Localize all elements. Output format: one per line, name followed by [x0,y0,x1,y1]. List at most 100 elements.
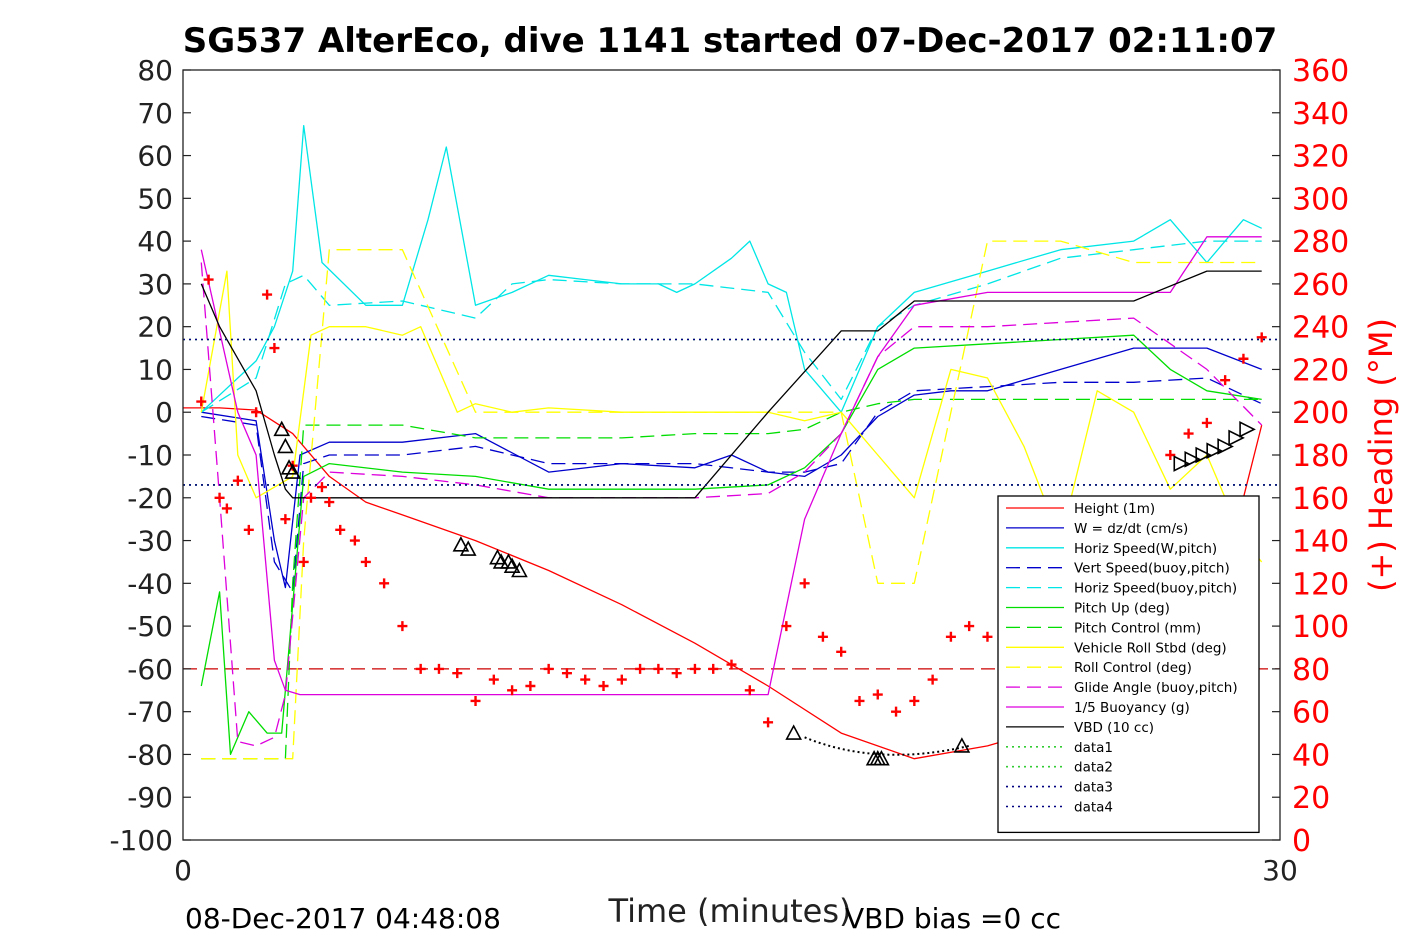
left-tick-label: -100 [109,824,173,857]
dive-marker-triangle [511,561,528,578]
legend-entry: Horiz Speed(W,pitch) [1074,541,1217,557]
left-tick-label: -40 [127,567,173,600]
legend: Height (1m) W = dz/dt (cm/s) Horiz Speed(W… [997,495,1260,834]
left-tick-label: 50 [137,182,173,215]
right-tick-label: 260 [1292,268,1349,303]
right-tick-label: 80 [1292,653,1330,688]
dive-marker-triangle [489,548,506,565]
heading-marker [433,663,444,674]
heading-marker [561,668,572,679]
heading-marker [635,663,646,674]
series-line-10 [200,236,1262,696]
heading-marker [452,668,463,679]
right-tick-label: 60 [1292,696,1330,731]
x-tick-label: 0 [174,854,192,887]
heading-marker [653,663,664,674]
dive-marker-triangle [452,536,470,552]
heading-marker [488,674,499,685]
legend-entry: Horiz Speed(buoy,pitch) [1074,581,1237,597]
left-tick-label: 0 [155,396,173,429]
legend-entry: Pitch Up (deg) [1074,601,1170,617]
heading-marker [507,685,518,696]
legend-entry: Vehicle Roll Stbd (deg) [1074,640,1227,656]
heading-marker [214,492,225,503]
heading-marker [470,695,481,706]
right-tick-label: 160 [1292,482,1349,517]
heading-marker [196,396,207,407]
heading-marker [580,674,591,685]
left-tick-label: -30 [127,525,173,558]
left-tick-label: -10 [127,439,173,472]
heading-marker [781,621,792,632]
heading-marker [349,535,360,546]
left-tick-label: -20 [127,482,173,515]
dive-marker-triangle [273,420,291,437]
climb-marker-triangle [1173,455,1191,472]
legend-entry: W = dz/dt (cm/s) [1074,521,1188,537]
heading-marker [817,631,828,642]
right-axis-label: (+) Heading (°M) [1362,318,1400,592]
heading-marker [616,674,627,685]
right-tick-label: 200 [1292,396,1349,431]
heading-marker [799,578,810,589]
x-tick-label: 30 [1262,854,1298,887]
legend-entry: Glide Angle (buoy,pitch) [1074,680,1238,696]
heading-marker [243,524,254,535]
heading-marker [232,475,243,486]
series-line-11 [200,270,1262,499]
heading-marker [598,681,609,691]
right-tick-label: 120 [1292,567,1349,602]
heading-marker [379,578,390,589]
heading-marker [280,514,291,525]
legend-entry: Height (1m) [1074,501,1155,517]
bottom-dotted-segment [804,736,970,756]
left-tick-label: -70 [127,696,173,729]
left-tick-label: 80 [137,54,173,87]
heading-marker [763,717,774,728]
heading-marker [909,695,920,706]
legend-entry: data4 [1074,800,1113,816]
legend-entry: Pitch Control (mm) [1074,620,1201,636]
heading-marker [726,659,737,670]
chart-title: SG537 AlterEco, dive 1141 started 07-Dec… [183,21,1278,61]
left-tick-label: 40 [137,225,173,258]
heading-marker [269,343,280,354]
heading-marker [397,621,408,632]
heading-marker [1256,332,1267,343]
left-tick-label: 10 [137,353,173,386]
left-tick-label: 20 [137,311,173,344]
heading-marker [251,407,262,418]
heading-marker [708,663,719,674]
heading-marker [1201,417,1212,428]
series-line-9 [200,262,1263,747]
dive-marker-triangle [284,463,302,479]
heading-marker [891,706,902,717]
climb-marker-triangle [1239,421,1256,438]
heading-marker [203,274,214,285]
dive-marker-triangle [953,737,971,753]
legend-entry: data1 [1074,740,1113,756]
heading-marker [305,492,316,503]
dive-marker-triangle [277,437,294,454]
heading-marker [982,631,993,642]
left-tick-label: -50 [127,610,173,643]
legend-entry: VBD (10 cc) [1074,720,1154,736]
right-tick-label: 180 [1292,439,1349,474]
footer-timestamp: 08-Dec-2017 04:48:08 [185,902,501,935]
legend-entry: Roll Control (deg) [1074,660,1192,676]
heading-marker [525,681,536,691]
heading-marker [262,289,273,300]
legend-box [997,495,1260,834]
left-tick-label: -60 [127,653,173,686]
right-tick-label: 240 [1292,311,1349,346]
right-tick-label: 100 [1292,610,1349,645]
heading-marker [324,497,335,508]
right-axis: 3603403203002802602402202001801601401201… [1272,54,1349,859]
series-line-6 [201,398,1262,760]
heading-marker [543,663,554,674]
heading-marker [1238,353,1249,364]
heading-marker [945,631,956,642]
heading-marker [689,663,700,674]
dive-marker-triangle [503,557,521,574]
